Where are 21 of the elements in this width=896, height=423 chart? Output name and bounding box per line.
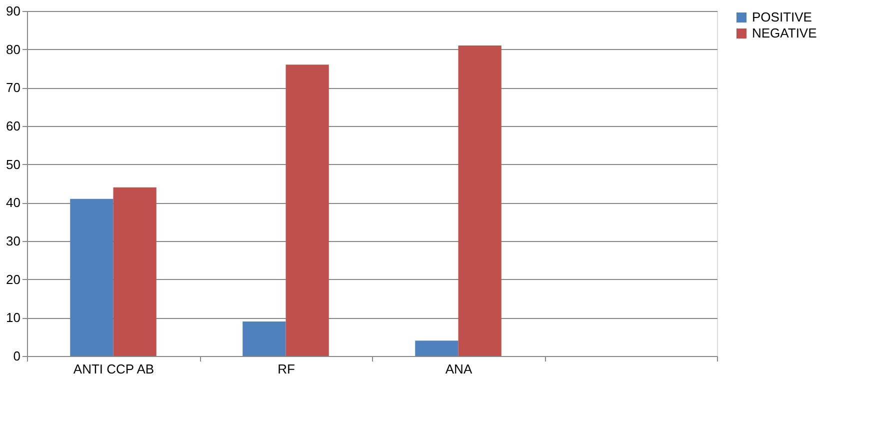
bar (286, 64, 329, 356)
y-tick-label: 50 (6, 156, 20, 172)
bar (458, 46, 502, 356)
y-tick-label: 20 (6, 272, 20, 287)
x-tick-label: ANTI CCP AB (73, 362, 154, 376)
bar (415, 340, 458, 356)
bar (70, 198, 114, 356)
bar (242, 322, 286, 356)
x-tick-label: RF (278, 362, 295, 376)
y-tick-label: 0 (13, 348, 20, 364)
y-tick-label: 70 (6, 80, 20, 96)
legend-label: POSITIVE (752, 10, 812, 24)
legend-label: NEGATIVE (752, 26, 818, 40)
y-tick-label: 10 (6, 310, 20, 326)
y-tick-label: 40 (6, 195, 20, 210)
y-tick-label: 60 (6, 118, 20, 134)
y-tick-label: 90 (6, 4, 20, 18)
bar (113, 187, 156, 356)
y-tick-label: 30 (6, 234, 20, 248)
y-tick-label: 80 (6, 42, 20, 57)
x-tick-label: ANA (445, 362, 472, 376)
